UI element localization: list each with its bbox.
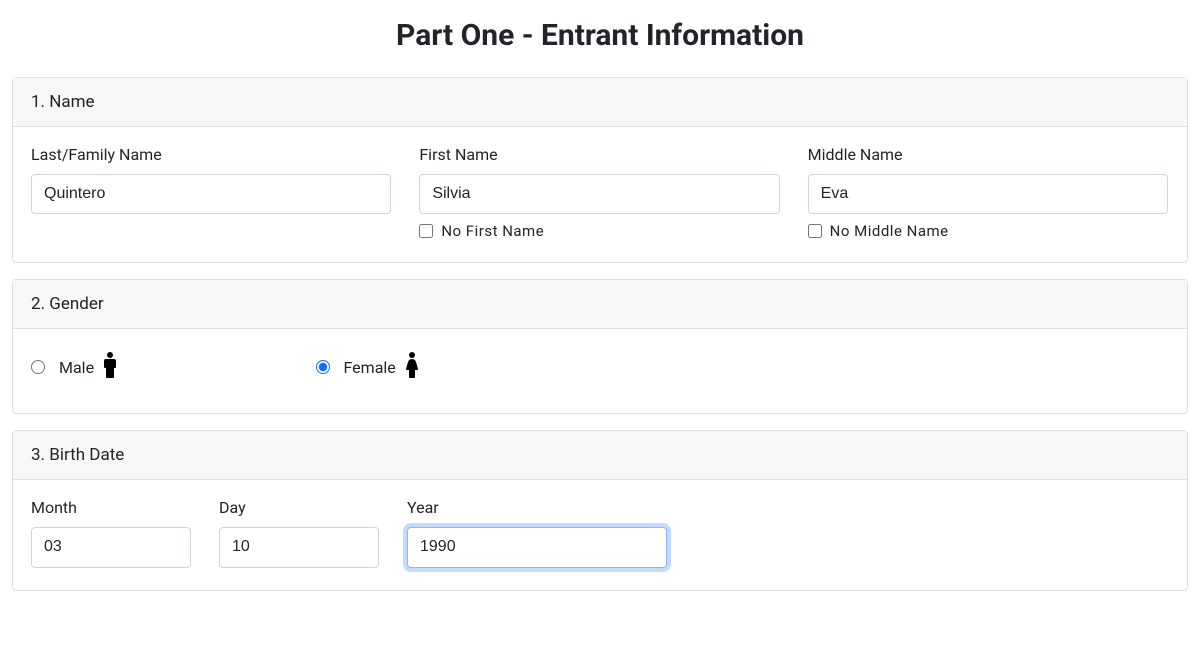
female-icon <box>402 351 422 383</box>
middle-name-input[interactable] <box>808 174 1168 214</box>
no-middle-name-checkbox[interactable] <box>808 224 822 238</box>
birth-month-input[interactable] <box>31 527 191 567</box>
section-gender-header: 2. Gender <box>13 280 1187 329</box>
gender-male-option[interactable]: Male <box>31 351 316 383</box>
section-name: 1. Name Last/Family Name First Name No F… <box>12 77 1188 263</box>
section-gender: 2. Gender Male Female <box>12 279 1188 414</box>
page-title: Part One - Entrant Information <box>8 18 1192 53</box>
section-name-header: 1. Name <box>13 78 1187 127</box>
last-name-label: Last/Family Name <box>31 145 391 164</box>
section-birth-date: 3. Birth Date Month Day Year <box>12 430 1188 590</box>
first-name-input[interactable] <box>419 174 779 214</box>
last-name-input[interactable] <box>31 174 391 214</box>
no-first-name-checkbox[interactable] <box>419 224 433 238</box>
birth-year-label: Year <box>407 498 667 517</box>
birth-day-input[interactable] <box>219 527 379 567</box>
birth-month-label: Month <box>31 498 191 517</box>
no-first-name-label: No First Name <box>441 222 544 240</box>
middle-name-label: Middle Name <box>808 145 1168 164</box>
no-middle-name-label: No Middle Name <box>830 222 949 240</box>
gender-male-label: Male <box>59 358 94 377</box>
gender-female-radio[interactable] <box>316 360 330 374</box>
first-name-label: First Name <box>419 145 779 164</box>
male-icon <box>100 351 120 383</box>
gender-female-label: Female <box>344 358 396 377</box>
birth-day-label: Day <box>219 498 379 517</box>
gender-female-option[interactable]: Female <box>316 351 601 383</box>
birth-year-input[interactable] <box>407 527 667 567</box>
gender-male-radio[interactable] <box>31 360 45 374</box>
section-birth-date-header: 3. Birth Date <box>13 431 1187 480</box>
